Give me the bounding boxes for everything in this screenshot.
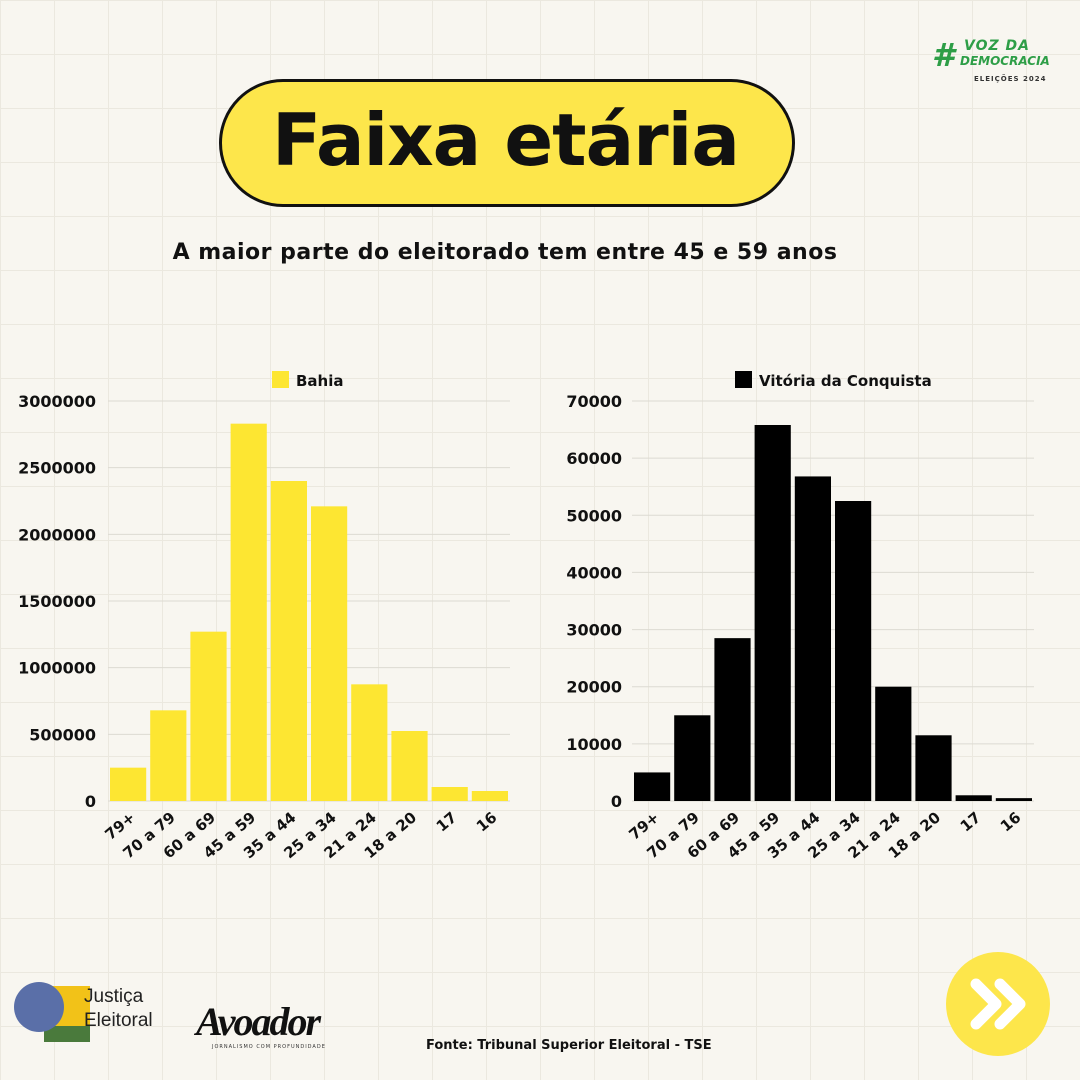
bar: [351, 684, 388, 801]
y-tick-label: 40000: [566, 563, 622, 582]
bar: [714, 638, 751, 801]
y-tick-label: 10000: [566, 735, 622, 754]
bar: [875, 686, 912, 801]
y-tick-label: 1500000: [18, 592, 96, 611]
source-note: Fonte: Tribunal Superior Eleitoral - TSE: [426, 1038, 712, 1053]
y-tick-label: 3000000: [18, 392, 96, 411]
x-tick-label: 16: [473, 808, 501, 835]
title-pill: Faixa etária: [219, 79, 795, 207]
x-tick-label: 17: [957, 808, 985, 835]
bar: [794, 476, 831, 801]
bar: [995, 798, 1032, 801]
legend-swatch: [272, 371, 289, 388]
y-tick-label: 2000000: [18, 525, 96, 544]
y-tick-label: 2500000: [18, 459, 96, 478]
bar: [915, 735, 952, 801]
logo-globe-icon: [14, 982, 64, 1032]
brand-line2: DEMOCRACIA: [960, 54, 1050, 68]
brand-hash: #: [932, 36, 955, 74]
justica-eleitoral-logo: Justiça Eleitoral: [14, 982, 174, 1052]
x-tick-label: 17: [433, 808, 461, 835]
bar: [634, 772, 671, 801]
y-tick-label: 1000000: [18, 659, 96, 678]
legend-label: Vitória da Conquista: [759, 372, 932, 390]
bar: [431, 787, 468, 801]
bar: [754, 425, 791, 801]
next-button[interactable]: [946, 952, 1050, 1056]
y-tick-label: 0: [611, 792, 622, 811]
logo-text-line1: Justiça: [84, 986, 144, 1007]
y-tick-label: 0: [85, 792, 96, 811]
bar: [471, 791, 508, 801]
page-subtitle: A maior parte do eleitorado tem entre 45…: [172, 240, 838, 265]
avoador-tagline: JORNALISMO COM PROFUNDIDADE: [212, 1044, 326, 1050]
logo-text-line2: Eleitoral: [84, 1010, 153, 1031]
charts-area: 0500000100000015000002000000250000030000…: [18, 371, 1034, 862]
y-tick-label: 70000: [566, 392, 622, 411]
x-tick-label: 16: [997, 808, 1025, 835]
bar: [955, 795, 992, 801]
bar: [270, 481, 307, 801]
y-tick-label: 50000: [566, 506, 622, 525]
brand-line1: VOZ DA: [964, 38, 1030, 54]
bar: [150, 710, 187, 801]
bar: [311, 506, 348, 801]
bar: [190, 631, 227, 801]
bar: [391, 731, 428, 801]
y-tick-label: 20000: [566, 678, 622, 697]
bar: [835, 501, 872, 801]
logo-green-block: [44, 1026, 90, 1042]
bar: [230, 423, 267, 801]
legend-label: Bahia: [296, 372, 344, 390]
y-tick-label: 60000: [566, 449, 622, 468]
avoador-logo: Avoador: [196, 999, 321, 1044]
page-title: Faixa etária: [272, 98, 740, 182]
bar: [674, 715, 711, 801]
legend-swatch: [735, 371, 752, 388]
brand-line3: ELEIÇÕES 2024: [974, 75, 1047, 83]
bar: [110, 767, 147, 801]
y-tick-label: 30000: [566, 621, 622, 640]
y-tick-label: 500000: [29, 725, 96, 744]
double-chevron-right-icon: [970, 978, 1026, 1030]
